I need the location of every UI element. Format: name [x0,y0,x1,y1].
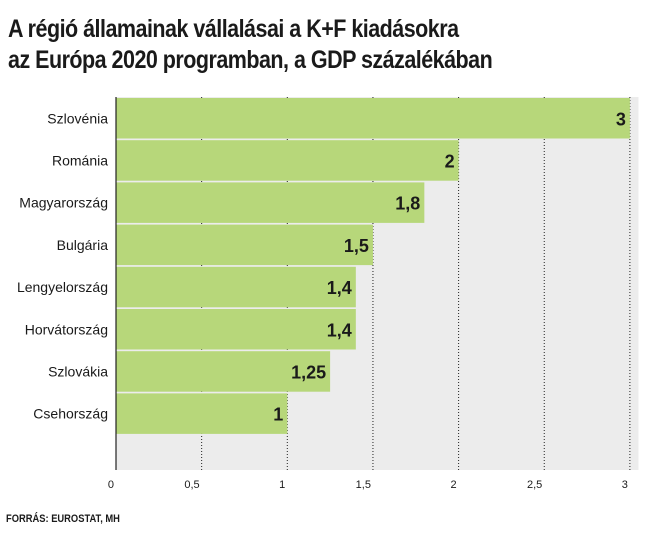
bar-5 [116,309,356,350]
title-line-2: az Európa 2020 programban, a GDP százalé… [8,46,493,74]
value-label: 1,4 [327,278,352,298]
category-label: Szlovákia [48,363,108,379]
x-tick-label: 0 [108,479,114,491]
value-label: 1,4 [327,320,352,340]
bar-4 [116,266,356,308]
value-label: 1 [273,405,283,425]
bar-1 [116,140,459,181]
category-label: Csehország [33,406,108,422]
category-label: Horvátország [25,321,108,337]
value-label: 3 [616,109,626,129]
x-tick-label: 0,5 [184,479,199,491]
bar-0 [116,98,630,139]
title-line-1: A régió államainak vállalásai a K+F kiad… [8,15,459,43]
x-tick-label: 2 [450,479,456,491]
value-label: 1,25 [291,362,326,382]
source-note: FORRÁS: EUROSTAT, MH [6,513,120,525]
category-label: Magyarország [19,195,108,211]
category-label: Bulgária [57,237,109,253]
value-label: 1,5 [344,236,369,256]
bar-6 [116,351,331,392]
bar-2 [116,182,425,223]
chart-title: A régió államainak vállalásai a K+F kiad… [8,14,555,76]
value-label: 1,8 [395,194,420,214]
category-label: Románia [52,152,108,168]
x-tick-label: 1 [279,479,285,491]
x-tick-label: 3 [622,479,628,491]
value-label: 2 [445,151,455,171]
x-tick-label: 1,5 [356,479,371,491]
category-label: Szlovénia [47,110,108,126]
x-tick-label: 2,5 [527,479,542,491]
bar-7 [116,393,288,434]
bar-3 [116,224,373,266]
category-label: Lengyelország [17,279,108,295]
